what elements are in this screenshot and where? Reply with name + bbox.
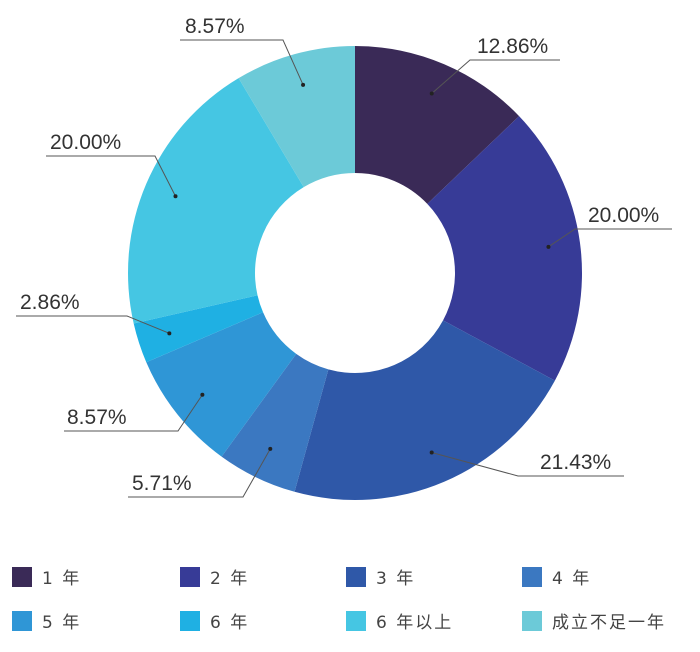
leader-line-2 [548,228,672,248]
slice-5 [146,312,297,457]
slice-7 [127,78,304,324]
leader-dot-5 [200,392,205,397]
legend-swatch-1 [12,567,32,587]
slice-8 [238,46,355,188]
value-label-4: 5.71% [132,472,192,495]
legend: 1 年 2 年 3 年 4 年 5 年 6 年 6 年以上 成立不足一年 [12,567,666,633]
legend-swatch-8 [522,611,542,631]
value-label-1: 12.86% [477,35,548,58]
legend-label-7: 6 年以上 [376,613,453,633]
value-label-5: 8.57% [67,406,127,429]
legend-label-4: 4 年 [552,569,591,589]
leader-line-4 [128,448,271,498]
value-label-7: 20.00% [50,131,121,154]
leader-line-1 [431,59,560,94]
leader-dot-7 [173,194,178,199]
slice-6 [133,295,264,363]
leader-dot-1 [429,91,434,96]
value-label-8: 8.57% [185,15,245,38]
legend-label-8: 成立不足一年 [552,613,666,633]
leader-line-7 [46,155,176,197]
legend-label-6: 6 年 [210,613,249,633]
legend-swatch-5 [12,611,32,631]
leader-dot-3 [429,450,434,455]
legend-label-5: 5 年 [42,613,81,633]
slice-4 [221,353,329,492]
value-label-6: 2.86% [20,291,80,314]
donut-slices [127,46,582,500]
percentage-labels: 12.86% 20.00% 21.43% 5.71% 8.57% 2.86% 20.00% 8… [20,15,659,495]
leader-lines [16,39,672,498]
value-label-2: 20.00% [588,204,659,227]
leader-dot-4 [268,446,273,451]
leader-line-5 [64,394,203,432]
legend-swatch-2 [180,567,200,587]
legend-swatch-4 [522,567,542,587]
legend-label-2: 2 年 [210,569,249,589]
slice-2 [427,116,582,381]
slice-3 [294,320,555,500]
leader-dot-6 [167,331,172,336]
value-label-3: 21.43% [540,451,611,474]
legend-label-1: 1 年 [42,569,81,589]
leader-line-3 [431,452,624,477]
leader-line-8 [180,39,304,86]
legend-swatch-7 [346,611,366,631]
leader-dot-8 [301,82,306,87]
leader-line-6 [16,315,170,334]
legend-swatch-6 [180,611,200,631]
legend-swatch-3 [346,567,366,587]
legend-label-3: 3 年 [376,569,415,589]
slice-1 [355,46,520,204]
leader-dot-2 [546,244,551,249]
